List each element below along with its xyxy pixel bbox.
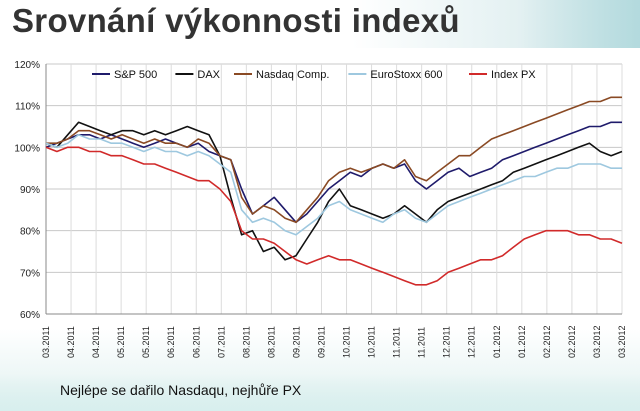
y-tick-label: 70% bbox=[20, 268, 40, 279]
x-tick-label: 02.2012 bbox=[567, 325, 577, 358]
x-tick-label: 08.2011 bbox=[266, 326, 276, 358]
x-tick-label: 04.2011 bbox=[66, 326, 76, 358]
x-tick-label: 12.2011 bbox=[442, 326, 452, 358]
legend-label: S&P 500 bbox=[114, 69, 157, 81]
x-tick-label: 07.2011 bbox=[216, 326, 226, 358]
y-tick-label: 120% bbox=[14, 60, 40, 71]
series-line bbox=[45, 121, 623, 261]
y-tick-label: 100% bbox=[14, 143, 40, 154]
series-line bbox=[45, 146, 623, 286]
y-tick-label: 110% bbox=[15, 102, 40, 113]
line-chart: 60% 70% 80% 90% 100% 110% 120% 03.2011 04.2011 04… bbox=[14, 60, 627, 358]
x-tick-label: 11.2011 bbox=[392, 327, 402, 358]
legend-label: Index PX bbox=[491, 69, 536, 81]
x-tick-label: 06.2011 bbox=[191, 326, 201, 358]
x-tick-label: 09.2011 bbox=[316, 326, 326, 358]
series-line bbox=[45, 134, 622, 236]
footnote: Nejlépe se dařilo Nasdaqu, nejhůře PX bbox=[60, 382, 302, 398]
x-tick-label: 08.2011 bbox=[241, 326, 251, 358]
x-tick-label: 11.2011 bbox=[417, 327, 427, 358]
title-decoration bbox=[520, 0, 640, 48]
x-tick-label: 10.2011 bbox=[367, 326, 377, 358]
page-title: Srovnání výkonnosti indexů bbox=[12, 2, 460, 39]
x-tick-label: 03.2012 bbox=[617, 325, 627, 358]
series-line bbox=[46, 96, 622, 224]
y-tick-label: 80% bbox=[20, 227, 40, 238]
y-tick-label: 90% bbox=[20, 185, 40, 196]
x-tick-label: 12.2011 bbox=[467, 326, 477, 358]
x-tick-label: 03.2012 bbox=[592, 325, 602, 358]
x-tick-label: 09.2011 bbox=[291, 326, 301, 358]
legend-label: Nasdaq Comp. bbox=[256, 69, 329, 81]
title-bar: Srovnání výkonnosti indexů bbox=[0, 0, 640, 48]
series-line bbox=[45, 121, 622, 224]
chart-area: 60% 70% 80% 90% 100% 110% 120% 03.2011 04.2011 04… bbox=[0, 52, 640, 372]
y-tick-label: 60% bbox=[20, 310, 40, 321]
legend-label: DAX bbox=[197, 69, 220, 81]
x-tick-label: 06.2011 bbox=[166, 326, 176, 358]
x-tick-label: 01.2012 bbox=[517, 325, 527, 358]
x-tick-label: 10.2011 bbox=[342, 326, 352, 358]
legend-label: EuroStoxx 600 bbox=[370, 69, 442, 81]
x-tick-label: 02.2012 bbox=[542, 325, 552, 358]
x-tick-label: 05.2011 bbox=[116, 326, 126, 358]
x-tick-label: 01.2012 bbox=[492, 325, 502, 358]
bottom-band bbox=[0, 374, 640, 411]
x-tick-label: 04.2011 bbox=[91, 326, 101, 358]
x-tick-label: 05.2011 bbox=[141, 326, 151, 358]
x-tick-label: 03.2011 bbox=[41, 326, 51, 358]
